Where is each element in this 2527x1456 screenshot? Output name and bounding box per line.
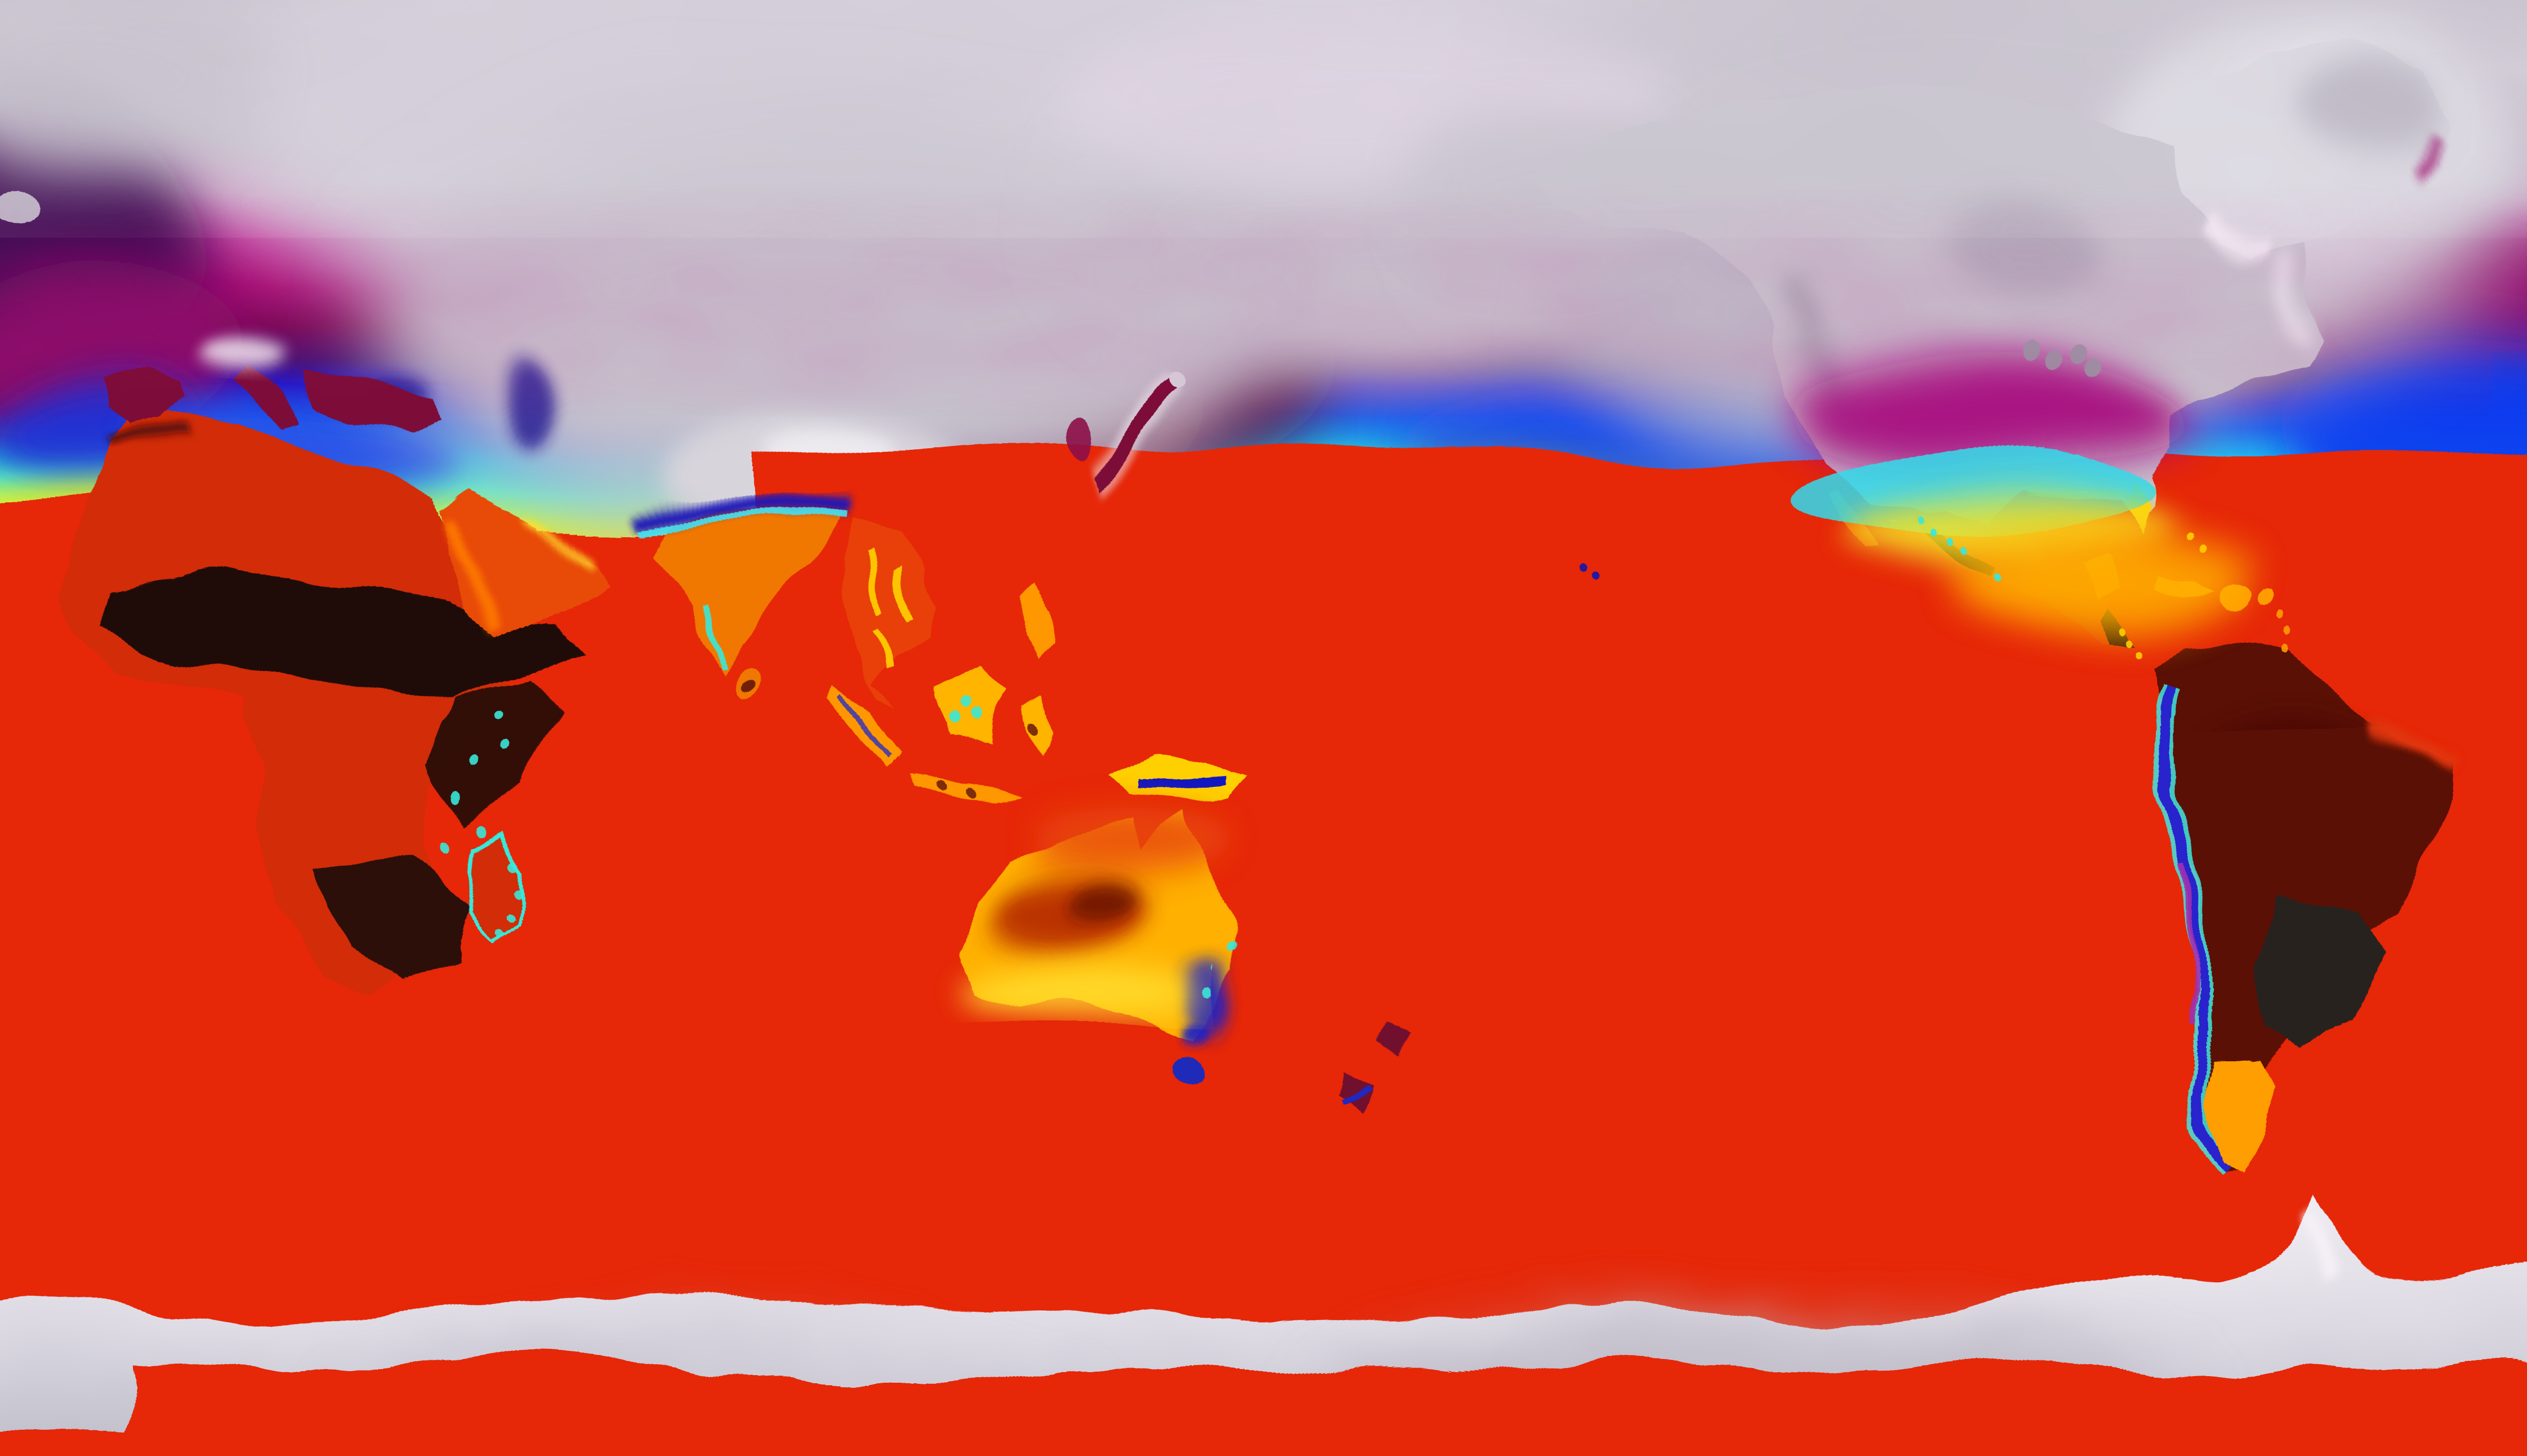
tropic-large-noise	[0, 505, 2527, 1051]
arctic-cloud-noise	[0, 0, 2527, 222]
tibet-snow-highlight	[762, 431, 888, 471]
global-climate-map	[0, 0, 2527, 1456]
tasmania	[1181, 1054, 1213, 1082]
antarctic-cloud-noise	[0, 1274, 2527, 1456]
korea	[1058, 420, 1083, 465]
turbulence-textures	[0, 0, 2527, 1456]
world-map-svg	[0, 0, 2527, 1456]
